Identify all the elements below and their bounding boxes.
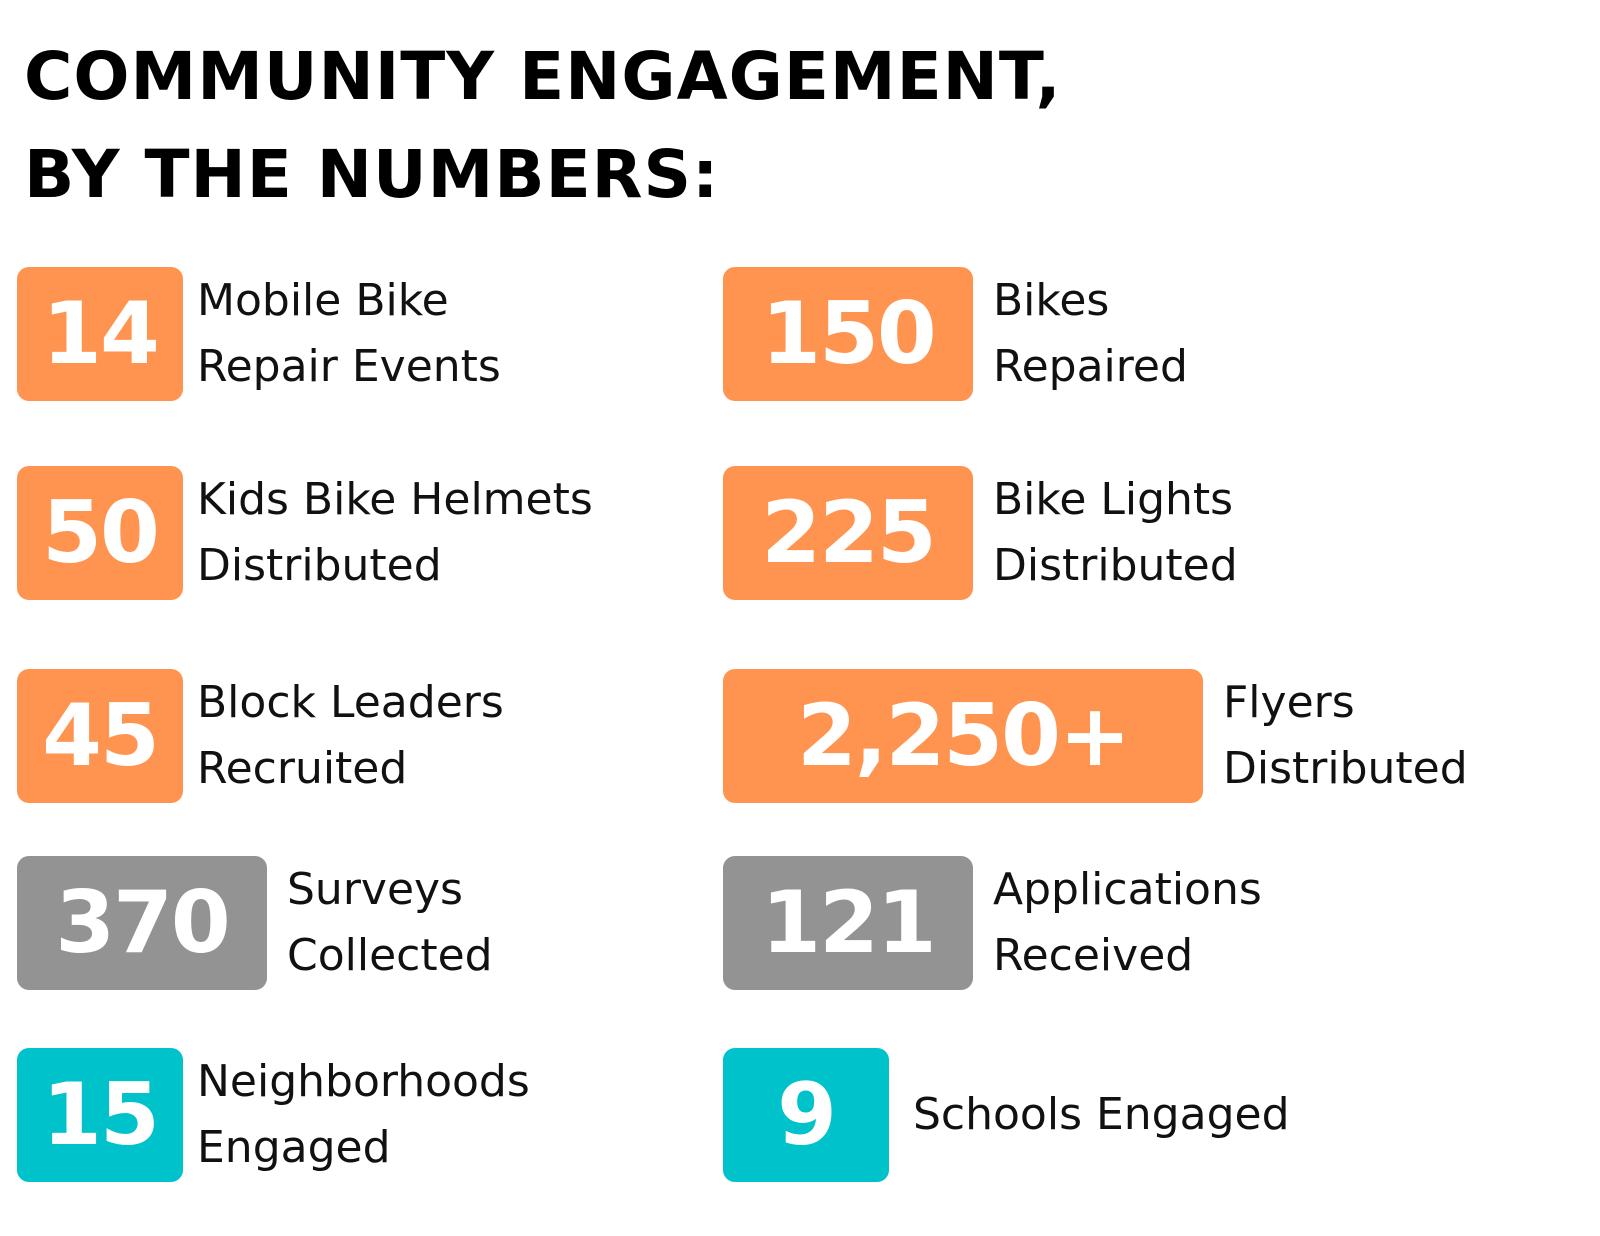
stat-flyers-distributed: 2,250+ Flyers Distributed bbox=[723, 669, 1468, 803]
title-line-2: BY THE NUMBERS: bbox=[24, 136, 720, 213]
stat-label-line-2: Collected bbox=[287, 930, 493, 981]
stat-bike-lights: 225 Bike Lights Distributed bbox=[723, 466, 1238, 600]
stat-block-leaders: 45 Block Leaders Recruited bbox=[17, 669, 504, 803]
stat-label-line-1: Kids Bike Helmets bbox=[197, 474, 593, 525]
stat-label-line-2: Distributed bbox=[993, 540, 1238, 591]
stat-label: Mobile Bike Repair Events bbox=[197, 268, 501, 400]
stat-value-badge: 370 bbox=[17, 856, 267, 990]
stat-value-badge: 150 bbox=[723, 267, 973, 401]
stat-value-badge: 50 bbox=[17, 466, 183, 600]
stat-applications-received: 121 Applications Received bbox=[723, 856, 1262, 990]
stat-label-line-1: Schools Engaged bbox=[913, 1089, 1290, 1140]
stat-label-line-2: Recruited bbox=[197, 743, 408, 794]
stat-label-line-1: Flyers bbox=[1223, 677, 1355, 728]
stat-label-line-2: Engaged bbox=[197, 1122, 391, 1173]
stat-label-line-1: Block Leaders bbox=[197, 677, 504, 728]
stat-mobile-bike-repair-events: 14 Mobile Bike Repair Events bbox=[17, 267, 501, 401]
stat-surveys-collected: 370 Surveys Collected bbox=[17, 856, 493, 990]
stat-label-line-2: Distributed bbox=[197, 540, 442, 591]
page-title: COMMUNITY ENGAGEMENT, BY THE NUMBERS: bbox=[24, 28, 1062, 224]
stat-label: Bikes Repaired bbox=[993, 268, 1188, 400]
stat-label: Block Leaders Recruited bbox=[197, 670, 504, 802]
stat-label-line-1: Bikes bbox=[993, 275, 1110, 326]
stat-value-badge: 121 bbox=[723, 856, 973, 990]
stat-label-line-2: Repaired bbox=[993, 341, 1188, 392]
stat-label-line-2: Repair Events bbox=[197, 341, 501, 392]
stat-label-line-2: Distributed bbox=[1223, 743, 1468, 794]
stat-label-line-1: Neighborhoods bbox=[197, 1056, 530, 1107]
stat-value-badge: 45 bbox=[17, 669, 183, 803]
stat-value-badge: 2,250+ bbox=[723, 669, 1203, 803]
stat-value-badge: 225 bbox=[723, 466, 973, 600]
stat-bikes-repaired: 150 Bikes Repaired bbox=[723, 267, 1188, 401]
stat-label: Flyers Distributed bbox=[1223, 670, 1468, 802]
stat-label-line-2: Received bbox=[993, 930, 1194, 981]
stat-label: Surveys Collected bbox=[287, 857, 493, 989]
stat-neighborhoods-engaged: 15 Neighborhoods Engaged bbox=[17, 1048, 530, 1182]
stat-label: Bike Lights Distributed bbox=[993, 467, 1238, 599]
stat-label: Schools Engaged bbox=[913, 1082, 1290, 1148]
stat-label: Applications Received bbox=[993, 857, 1262, 989]
stat-value-badge: 14 bbox=[17, 267, 183, 401]
stat-label: Kids Bike Helmets Distributed bbox=[197, 467, 593, 599]
stat-label-line-1: Surveys bbox=[287, 864, 463, 915]
stat-label-line-1: Mobile Bike bbox=[197, 275, 449, 326]
stat-value-badge: 9 bbox=[723, 1048, 889, 1182]
stat-label-line-1: Applications bbox=[993, 864, 1262, 915]
stat-kids-bike-helmets: 50 Kids Bike Helmets Distributed bbox=[17, 466, 593, 600]
stat-label-line-1: Bike Lights bbox=[993, 474, 1234, 525]
stat-label: Neighborhoods Engaged bbox=[197, 1049, 530, 1181]
stat-value-badge: 15 bbox=[17, 1048, 183, 1182]
title-line-1: COMMUNITY ENGAGEMENT, bbox=[24, 38, 1062, 115]
stat-schools-engaged: 9 Schools Engaged bbox=[723, 1048, 1290, 1182]
